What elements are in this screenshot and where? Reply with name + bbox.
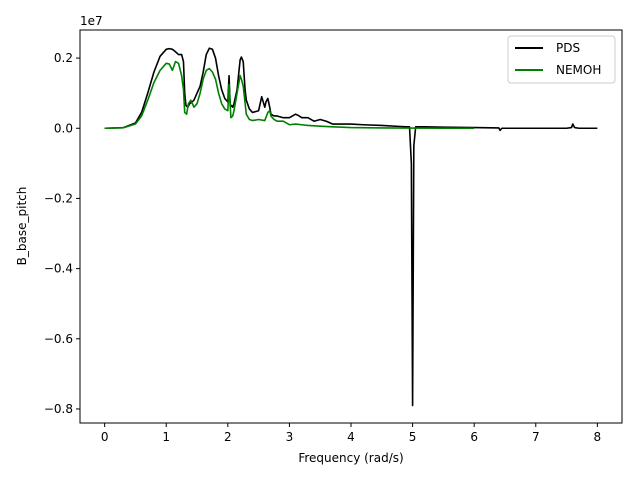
- y-axis-label: B_base_pitch: [15, 187, 29, 266]
- x-tick-label: 4: [347, 430, 355, 444]
- x-tick-label: 5: [409, 430, 417, 444]
- y-tick-label: −0.6: [44, 332, 73, 346]
- y-tick-label: 0.0: [54, 121, 73, 135]
- y-tick-label: −0.8: [44, 402, 73, 416]
- y-axis: −0.8 −0.6 −0.4 −0.2 0.0 0.2: [44, 51, 80, 416]
- legend-label-pds: PDS: [556, 41, 580, 55]
- x-tick-label: 3: [286, 430, 294, 444]
- x-tick-label: 1: [162, 430, 170, 444]
- y-tick-label: −0.2: [44, 191, 73, 205]
- x-tick-label: 2: [224, 430, 232, 444]
- x-tick-label: 8: [594, 430, 602, 444]
- x-axis: 0 1 2 3 4 5 6 7 8: [101, 423, 601, 444]
- y-tick-label: −0.4: [44, 262, 73, 276]
- y-scale-multiplier: 1e7: [80, 14, 103, 28]
- x-tick-label: 0: [101, 430, 109, 444]
- series-line-nemoh: [104, 60, 475, 130]
- series-layer: [104, 47, 598, 407]
- x-tick-label: 6: [470, 430, 478, 444]
- y-tick-label: 0.2: [54, 51, 73, 65]
- x-axis-label: Frequency (rad/s): [298, 451, 403, 465]
- legend: PDS NEMOH: [507, 35, 616, 84]
- x-tick-label: 7: [532, 430, 540, 444]
- series-line-pds: [104, 47, 598, 407]
- legend-label-nemoh: NEMOH: [556, 63, 601, 77]
